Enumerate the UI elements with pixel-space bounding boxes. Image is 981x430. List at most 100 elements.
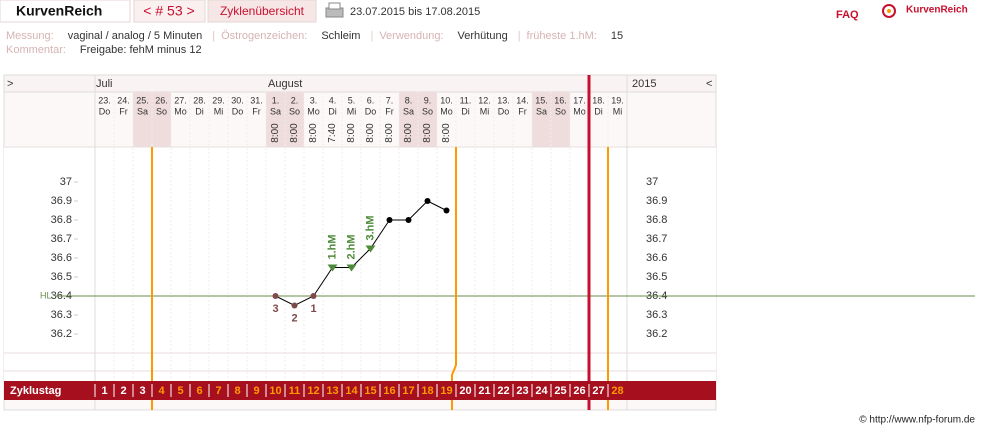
time-label: 8:00 [308, 123, 319, 143]
temperature-point [346, 264, 357, 272]
weekday-label: Mo [307, 106, 320, 116]
temperature-point [327, 264, 338, 272]
cycle-day: 26 [573, 385, 585, 397]
date-label: 26. [155, 95, 168, 105]
date-label: 4. [329, 95, 337, 105]
weekday-label: Fr [252, 106, 261, 116]
cycle-day: 23 [516, 385, 528, 397]
info-value: 15 [611, 30, 623, 42]
date-label: 31. [250, 95, 263, 105]
year: 2015 [632, 78, 656, 90]
weekend-shade [532, 92, 551, 147]
cycle-day: 8 [234, 385, 240, 397]
weekend-shade [551, 92, 570, 147]
point-label: 3.hM [364, 215, 376, 240]
weekday-label: Sa [403, 106, 414, 116]
date-label: 24. [117, 95, 130, 105]
y-tick-label-right: 37 [646, 176, 658, 188]
cycle-day: 2 [120, 385, 126, 397]
cycle-day: 11 [289, 385, 301, 397]
date-range: 23.07.2015 bis 17.08.2015 [350, 6, 480, 18]
y-tick-label: 37 [60, 176, 72, 188]
date-label: 29. [212, 95, 225, 105]
weekday-label: Di [328, 106, 337, 116]
info-label: Östrogenzeichen: [221, 30, 307, 42]
date-label: 13. [497, 95, 510, 105]
time-label: 8:00 [441, 123, 452, 143]
date-label: 30. [231, 95, 244, 105]
weekend-shade [152, 92, 171, 147]
printer-icon[interactable] [325, 2, 344, 18]
brand: KurvenReich [16, 3, 102, 19]
date-label: 18. [592, 95, 605, 105]
faq[interactable]: FAQ [836, 9, 859, 21]
cycle-nav[interactable]: < # 53 > [143, 3, 194, 19]
cycle-day: 16 [383, 385, 395, 397]
temperature-point [310, 293, 317, 299]
cycle-day: 7 [215, 385, 221, 397]
info-value: Freigabe: fehM minus 12 [80, 44, 202, 56]
cycle-row [4, 381, 716, 400]
info-value: Schleim [321, 30, 360, 42]
nav-next[interactable]: < [706, 78, 712, 90]
overview[interactable]: Zyklenübersicht [220, 4, 305, 18]
weekend-shade [266, 92, 285, 147]
time-label: 8:00 [365, 123, 376, 143]
cycle-day: 13 [326, 385, 338, 397]
printer-paper [328, 2, 341, 10]
date-label: 6. [367, 95, 375, 105]
date-label: 11. [460, 95, 472, 105]
separator: | [212, 30, 215, 42]
weekday-label: Di [461, 106, 470, 116]
date-label: 17. [573, 95, 586, 105]
temperature-point [291, 302, 298, 309]
date-label: 3. [310, 95, 318, 105]
weekday-label: Mi [214, 106, 224, 116]
weekday-label: Mi [613, 106, 623, 116]
date-label: 2. [291, 95, 299, 105]
weekday-label: So [156, 106, 167, 116]
cycle-day: 21 [478, 385, 490, 397]
date-label: 28. [193, 95, 206, 105]
weekday-label: Sa [270, 106, 281, 116]
y-tick-label: 36.3 [51, 309, 72, 321]
cycle-nav-tab[interactable] [133, 0, 206, 23]
y-tick-label: 36.6 [51, 252, 72, 264]
weekday-label: Do [232, 106, 244, 116]
weekday-label: Fr [518, 106, 527, 116]
cycle-label: Zyklustag [10, 385, 61, 397]
overview-tab[interactable] [207, 0, 317, 23]
cycle-day: 12 [307, 385, 319, 397]
footer: © http://www.nfp-forum.de [859, 415, 975, 426]
info-label: Kommentar: [6, 44, 66, 56]
nav-prev[interactable]: > [7, 78, 13, 90]
date-label: 1. [272, 95, 280, 105]
separator: | [370, 30, 373, 42]
logo-icon [882, 4, 896, 18]
temperature-point [272, 293, 279, 299]
weekday-label: Do [99, 106, 111, 116]
weekday-label: Do [365, 106, 377, 116]
y-tick-label-right: 36.6 [646, 252, 667, 264]
hl-label: HL: [40, 290, 54, 300]
date-label: 7. [386, 95, 394, 105]
y-tick-label: 36.8 [51, 214, 72, 226]
date-label: 5. [348, 95, 356, 105]
weekday-label: Di [195, 106, 204, 116]
weekday-label: Sa [137, 106, 148, 116]
point-label: 1.hM [326, 234, 338, 259]
logo-circle [882, 4, 896, 18]
time-label: 8:00 [403, 123, 414, 143]
weekday-label: Mo [573, 106, 586, 116]
info-label: Messung: [6, 30, 54, 42]
temperature-point [386, 217, 393, 223]
weekday-label: Fr [385, 106, 394, 116]
weekday-label: So [422, 106, 433, 116]
y-tick-label-right: 36.2 [646, 328, 667, 340]
info: Messung: vaginal / analog / 5 Minuten | Öst… [6, 30, 623, 56]
y-tick-label: 36.7 [51, 233, 72, 245]
